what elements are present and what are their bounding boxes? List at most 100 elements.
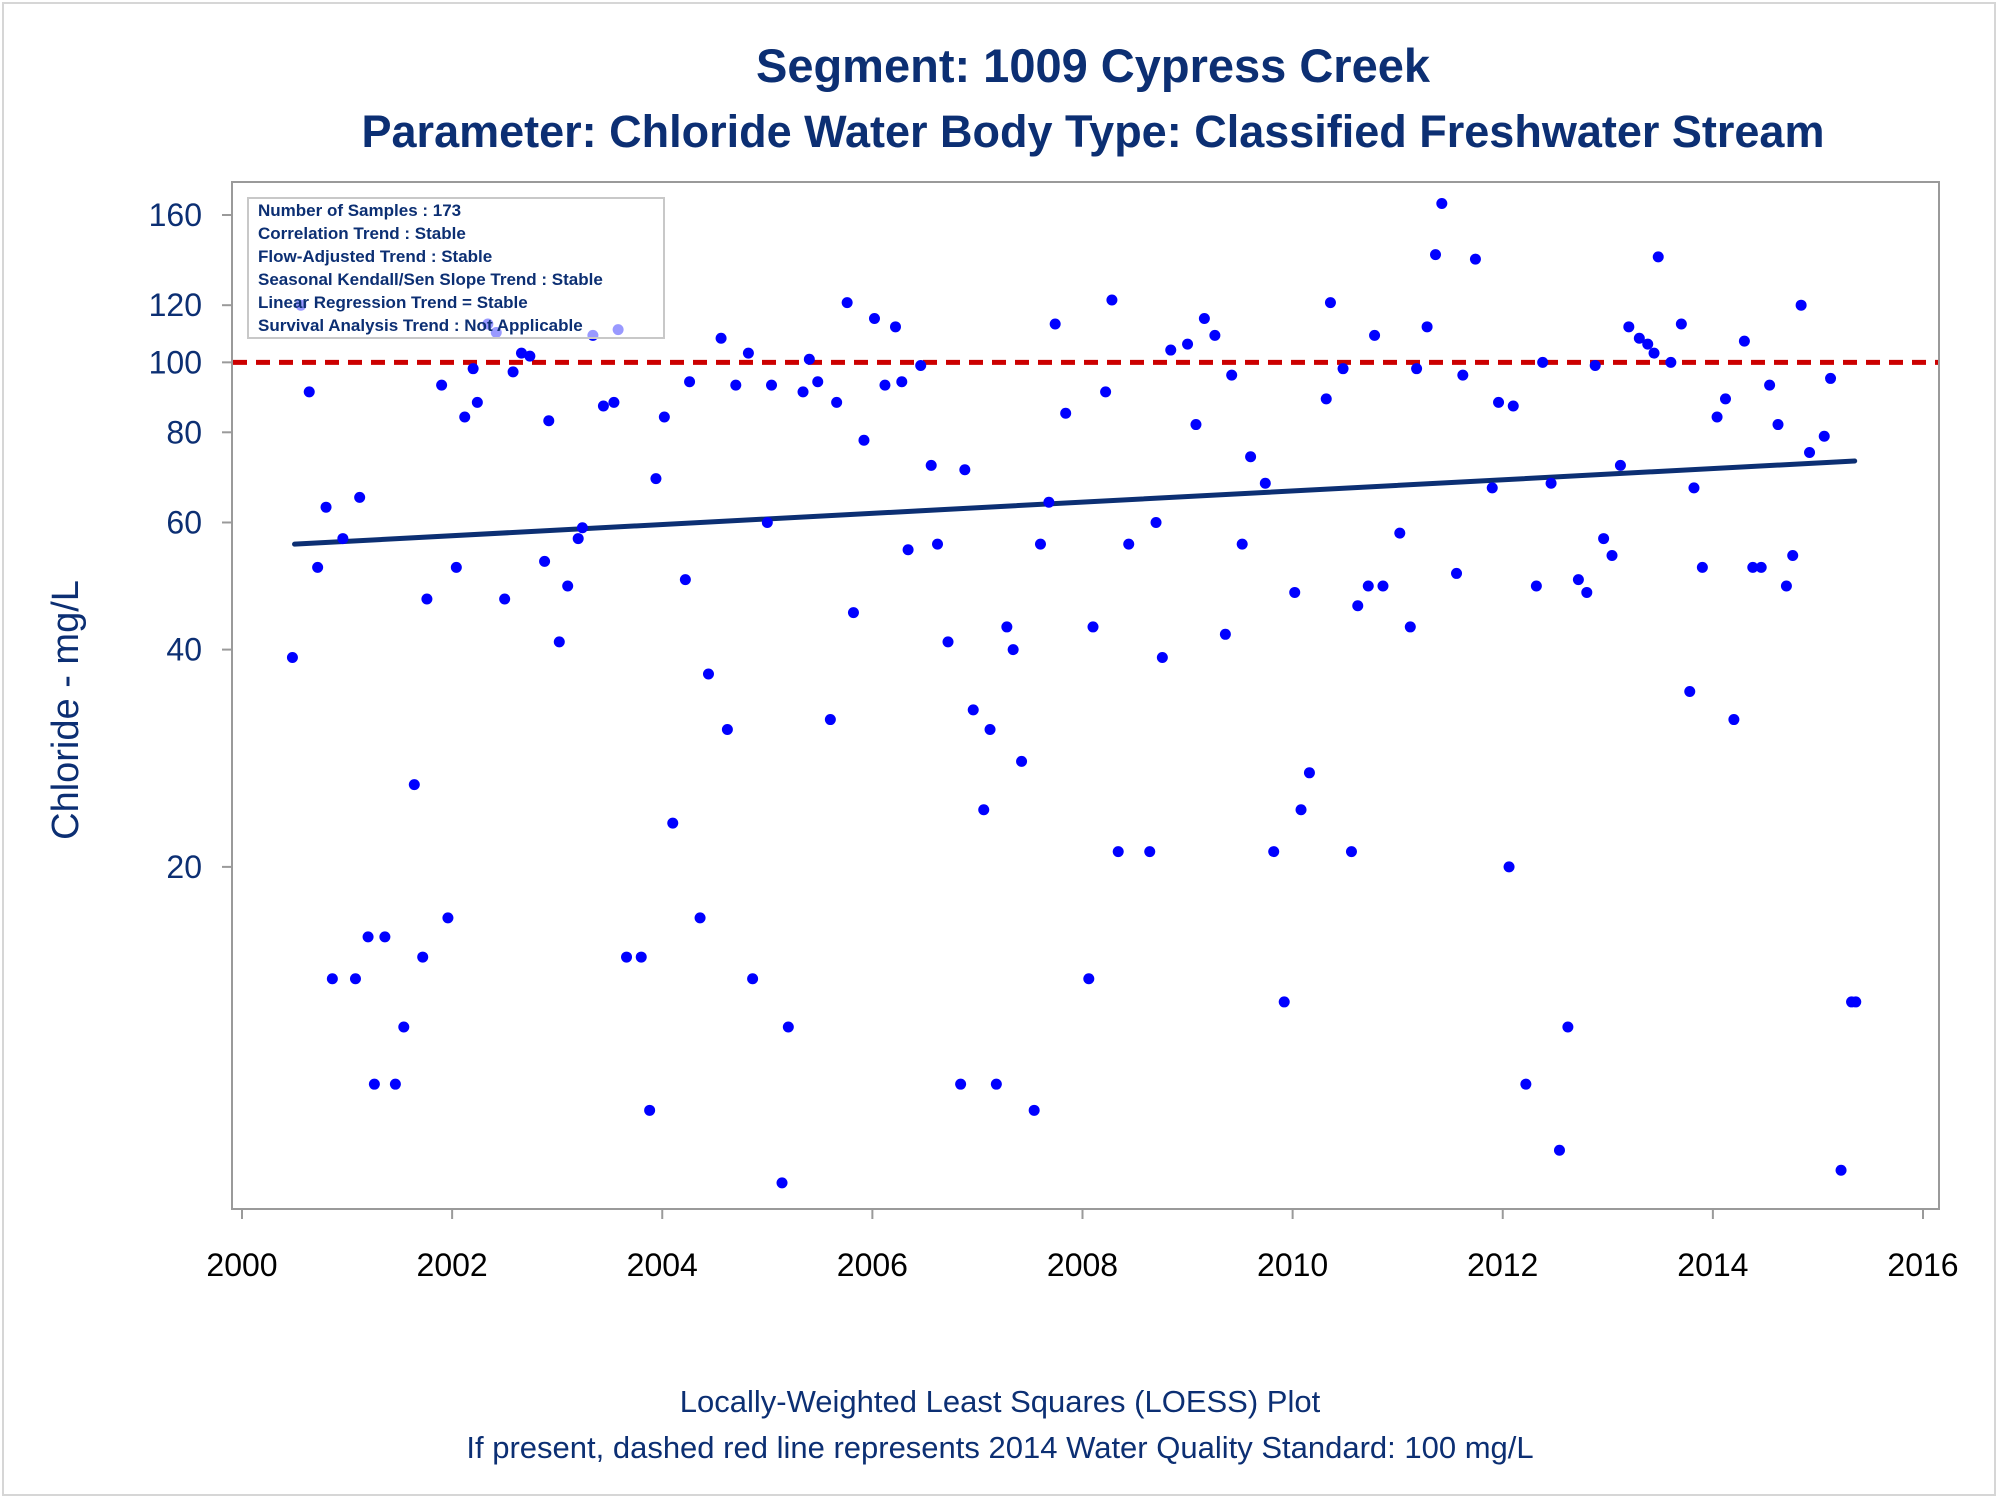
- data-point: [1369, 329, 1381, 341]
- data-point: [1493, 396, 1505, 408]
- data-point: [1436, 197, 1448, 209]
- data-point: [379, 931, 391, 943]
- data-point: [320, 501, 332, 513]
- y-tick-label: 120: [149, 287, 202, 323]
- data-point: [1787, 550, 1799, 562]
- stats-line: Number of Samples : 173: [258, 201, 461, 220]
- data-point: [408, 779, 420, 791]
- chart-subtitle: Parameter: Chloride Water Body Type: Cla…: [362, 106, 1825, 157]
- data-point: [896, 376, 908, 388]
- data-point: [1289, 586, 1301, 598]
- data-point: [1728, 714, 1740, 726]
- data-point: [684, 376, 696, 388]
- data-point: [1198, 313, 1210, 325]
- data-point: [1043, 496, 1055, 508]
- data-point: [1684, 685, 1696, 697]
- data-point: [507, 366, 519, 378]
- data-point: [1469, 253, 1481, 265]
- data-point: [436, 379, 448, 391]
- data-point: [398, 1021, 410, 1033]
- data-point: [326, 973, 338, 985]
- data-point: [635, 951, 647, 963]
- data-point: [747, 973, 759, 985]
- x-tick-label: 2008: [1047, 1247, 1118, 1283]
- data-point: [1165, 344, 1177, 356]
- data-point: [337, 533, 349, 545]
- data-point: [1652, 251, 1664, 263]
- x-tick-label: 2006: [837, 1247, 908, 1283]
- data-point: [984, 724, 996, 736]
- data-point: [1209, 329, 1221, 341]
- data-point: [1696, 561, 1708, 573]
- data-point: [1642, 338, 1654, 350]
- stats-line: Linear Regression Trend = Stable: [258, 293, 528, 312]
- stats-box: Number of Samples : 173 Correlation Tren…: [247, 197, 665, 339]
- data-point: [679, 574, 691, 586]
- data-point: [766, 379, 778, 391]
- data-point: [303, 386, 315, 398]
- y-tick-label: 100: [149, 344, 202, 380]
- data-point: [1001, 621, 1013, 633]
- data-point: [658, 411, 670, 423]
- data-point: [1711, 411, 1723, 423]
- data-point: [515, 347, 527, 359]
- y-tick-label: 40: [166, 632, 202, 668]
- data-point: [1245, 451, 1257, 463]
- x-tick-label: 2004: [627, 1247, 698, 1283]
- data-point: [1007, 644, 1019, 656]
- data-point: [572, 533, 584, 545]
- data-point: [730, 379, 742, 391]
- data-point: [1572, 574, 1584, 586]
- data-point: [1772, 419, 1784, 431]
- data-point: [597, 400, 609, 412]
- data-point: [915, 359, 927, 371]
- data-point: [562, 580, 574, 592]
- data-point: [1764, 379, 1776, 391]
- data-point: [1795, 299, 1807, 311]
- data-point: [1144, 846, 1156, 858]
- x-tick-label: 2000: [206, 1247, 277, 1283]
- data-point: [797, 386, 809, 398]
- data-point: [1016, 755, 1028, 767]
- data-point: [1755, 561, 1767, 573]
- data-point: [1520, 1078, 1532, 1090]
- data-point: [1100, 386, 1112, 398]
- y-axis: 20 40 60 80 100 120 160: [149, 197, 232, 885]
- y-axis-label: Chloride - mg/L: [45, 580, 87, 840]
- stats-line: Flow-Adjusted Trend : Stable: [258, 247, 492, 266]
- data-point: [1083, 973, 1095, 985]
- data-point: [1665, 356, 1677, 368]
- data-point: [925, 459, 937, 471]
- data-point: [1719, 393, 1731, 405]
- x-tick-label: 2012: [1467, 1247, 1538, 1283]
- data-point: [1268, 846, 1280, 858]
- data-point: [1303, 767, 1315, 779]
- data-point: [1780, 580, 1792, 592]
- data-point: [1430, 249, 1442, 261]
- data-point: [421, 593, 433, 605]
- data-point: [354, 491, 366, 503]
- data-point: [576, 522, 588, 534]
- data-point: [889, 321, 901, 333]
- data-point: [1553, 1144, 1565, 1156]
- data-point: [847, 607, 859, 619]
- data-point: [1123, 538, 1135, 550]
- data-point: [955, 1078, 967, 1090]
- data-point: [1633, 332, 1645, 344]
- data-point: [1377, 580, 1389, 592]
- chart-title: Segment: 1009 Cypress Creek: [756, 39, 1431, 92]
- data-point: [1623, 321, 1635, 333]
- data-point: [1345, 846, 1357, 858]
- data-point: [1226, 369, 1238, 381]
- data-point: [1182, 338, 1194, 350]
- data-point: [1503, 861, 1515, 873]
- data-point: [1278, 996, 1290, 1008]
- data-point: [368, 1078, 380, 1090]
- data-point: [349, 973, 361, 985]
- data-point: [1507, 400, 1519, 412]
- data-point: [1028, 1104, 1040, 1116]
- data-point: [812, 376, 824, 388]
- data-point: [442, 912, 454, 924]
- x-tick-label: 2016: [1887, 1247, 1958, 1283]
